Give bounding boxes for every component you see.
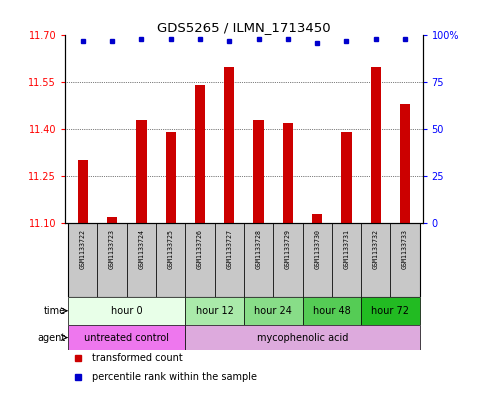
- Bar: [214, 223, 244, 297]
- Text: GSM1133723: GSM1133723: [109, 229, 115, 269]
- Text: untreated control: untreated control: [84, 332, 169, 343]
- Text: GSM1133725: GSM1133725: [168, 229, 174, 269]
- Bar: [166, 132, 176, 223]
- Bar: [195, 85, 205, 223]
- Bar: [185, 297, 244, 325]
- Bar: [361, 223, 390, 297]
- Bar: [273, 223, 302, 297]
- Bar: [107, 217, 117, 223]
- Bar: [244, 297, 302, 325]
- Bar: [156, 223, 185, 297]
- Bar: [127, 223, 156, 297]
- Bar: [244, 223, 273, 297]
- Bar: [68, 223, 98, 297]
- Text: GSM1133731: GSM1133731: [343, 229, 350, 269]
- Bar: [370, 67, 381, 223]
- Bar: [361, 297, 420, 325]
- Bar: [185, 325, 420, 350]
- Text: hour 72: hour 72: [371, 306, 410, 316]
- Text: GSM1133727: GSM1133727: [226, 229, 232, 269]
- Text: percentile rank within the sample: percentile rank within the sample: [92, 373, 257, 382]
- Bar: [98, 223, 127, 297]
- Bar: [185, 223, 214, 297]
- Bar: [332, 223, 361, 297]
- Bar: [400, 104, 410, 223]
- Bar: [341, 132, 352, 223]
- Bar: [302, 223, 332, 297]
- Bar: [390, 223, 420, 297]
- Text: transformed count: transformed count: [92, 353, 183, 363]
- Text: GSM1133722: GSM1133722: [80, 229, 86, 269]
- Text: GSM1133729: GSM1133729: [285, 229, 291, 269]
- Bar: [312, 214, 322, 223]
- Text: hour 48: hour 48: [313, 306, 351, 316]
- Text: hour 12: hour 12: [196, 306, 234, 316]
- Text: hour 0: hour 0: [111, 306, 142, 316]
- Bar: [136, 120, 146, 223]
- Bar: [224, 67, 234, 223]
- Text: mycophenolic acid: mycophenolic acid: [257, 332, 348, 343]
- Bar: [283, 123, 293, 223]
- Bar: [68, 297, 185, 325]
- Bar: [78, 160, 88, 223]
- Text: time: time: [43, 306, 66, 316]
- Text: GSM1133724: GSM1133724: [138, 229, 144, 269]
- Text: GSM1133730: GSM1133730: [314, 229, 320, 269]
- Bar: [302, 297, 361, 325]
- Text: GSM1133732: GSM1133732: [373, 229, 379, 269]
- Text: GSM1133728: GSM1133728: [256, 229, 262, 269]
- Text: hour 24: hour 24: [254, 306, 292, 316]
- Text: GSM1133726: GSM1133726: [197, 229, 203, 269]
- Title: GDS5265 / ILMN_1713450: GDS5265 / ILMN_1713450: [157, 21, 331, 34]
- Text: GSM1133733: GSM1133733: [402, 229, 408, 269]
- Bar: [254, 120, 264, 223]
- Bar: [68, 325, 185, 350]
- Text: agent: agent: [38, 332, 66, 343]
